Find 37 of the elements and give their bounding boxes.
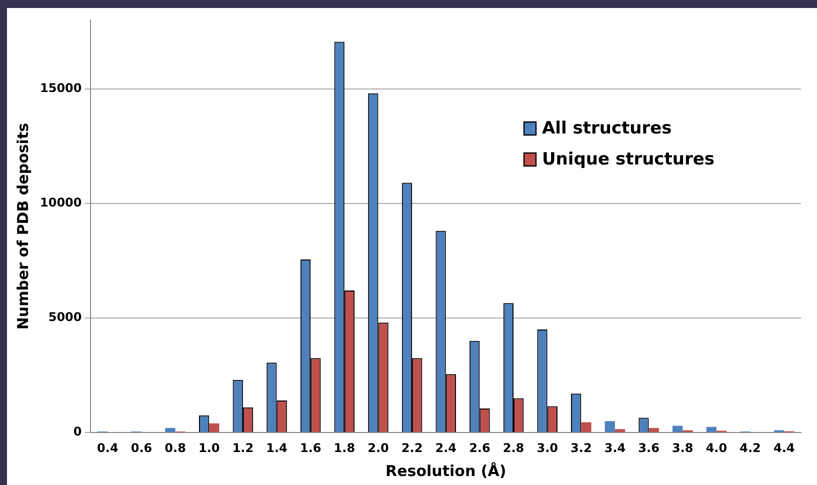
- y-tick-label: 15000: [40, 80, 82, 95]
- bar: [581, 422, 592, 432]
- x-tick-label: 2.6: [469, 440, 490, 455]
- x-tick-label: 2.2: [401, 440, 423, 455]
- x-tick-label: 3.2: [570, 440, 592, 455]
- x-tick-label: 0.8: [164, 440, 186, 455]
- bar: [604, 421, 615, 432]
- x-tick-label: 3.6: [638, 440, 660, 455]
- x-tick-label: 2.0: [368, 440, 389, 455]
- x-tick-label: 2.8: [502, 440, 524, 455]
- y-tick-label: 0: [73, 424, 82, 439]
- x-tick-label: 1.8: [334, 440, 356, 455]
- bar: [209, 423, 220, 432]
- bar: [614, 429, 626, 432]
- x-tick-label: 3.0: [536, 440, 558, 455]
- bar: [672, 426, 683, 432]
- bar: [165, 428, 176, 432]
- x-tick-label: 4.0: [706, 440, 728, 455]
- legend-label: All structures: [542, 118, 672, 138]
- x-tick-label: 0.4: [97, 440, 118, 455]
- x-tick-label: 4.4: [773, 440, 795, 455]
- x-tick-label: 0.6: [130, 440, 152, 455]
- x-tick-label: 2.4: [435, 440, 457, 455]
- x-tick-label: 3.4: [604, 440, 626, 455]
- x-axis-title: Resolution (Å): [386, 462, 506, 480]
- x-tick-label: 1.0: [198, 440, 220, 455]
- x-tick-label: 1.4: [266, 440, 288, 455]
- x-tick-label: 3.8: [672, 440, 694, 455]
- y-tick-label: 5000: [48, 310, 82, 324]
- x-tick-label: 4.2: [740, 440, 761, 455]
- y-tick-label: 10000: [40, 196, 82, 210]
- y-axis-title: Number of PDB deposits: [14, 122, 32, 330]
- bar: [648, 428, 659, 432]
- x-tick-label: 1.2: [232, 440, 254, 455]
- legend-label: Unique structures: [542, 149, 715, 170]
- x-tick-label: 1.6: [300, 440, 322, 455]
- bar: [706, 426, 716, 432]
